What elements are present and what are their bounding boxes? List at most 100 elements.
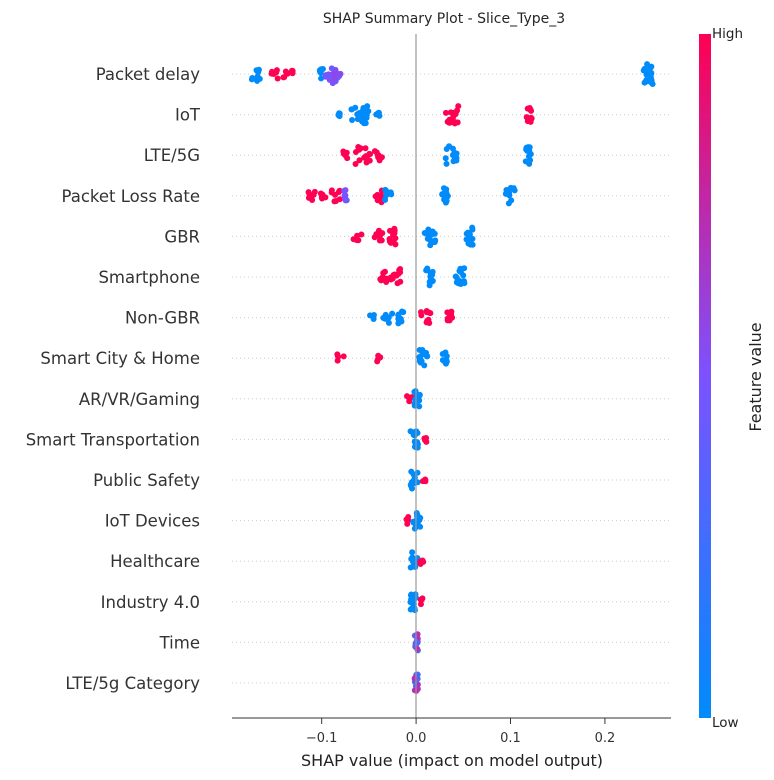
shap-point — [423, 438, 430, 445]
shap-point — [341, 192, 348, 199]
shap-point — [416, 358, 423, 365]
shap-point — [334, 357, 341, 364]
shap-point — [388, 191, 395, 198]
shap-point — [371, 234, 378, 241]
feature-label: Packet delay — [96, 65, 201, 84]
shap-point — [417, 596, 424, 603]
shap-point — [348, 106, 355, 113]
shap-point — [525, 153, 532, 160]
shap-point — [431, 239, 438, 246]
shap-point — [407, 564, 414, 571]
shap-point — [527, 106, 534, 113]
colorbar — [699, 34, 711, 718]
shap-point — [376, 195, 383, 202]
shap-point — [408, 555, 415, 562]
shap-point — [527, 114, 534, 121]
shap-point — [416, 346, 423, 353]
shap-point — [253, 67, 260, 74]
feature-label: GBR — [164, 227, 200, 246]
shap-point — [523, 146, 530, 153]
x-tick-label: 0.1 — [500, 731, 521, 746]
shap-point — [289, 69, 296, 76]
shap-point — [404, 393, 411, 400]
shap-point — [647, 65, 654, 72]
shap-point — [390, 272, 397, 279]
shap-point — [352, 161, 359, 168]
feature-label: Public Safety — [93, 471, 200, 490]
shap-point — [443, 160, 450, 167]
shap-point — [455, 103, 462, 110]
shap-point — [417, 561, 424, 568]
chart-title: SHAP Summary Plot - Slice_Type_3 — [323, 11, 565, 27]
shap-point — [334, 351, 341, 358]
shap-point — [427, 242, 434, 249]
shap-point — [319, 191, 326, 198]
shap-point — [356, 157, 363, 164]
shap-point — [381, 268, 388, 275]
shap-point — [391, 230, 398, 237]
shap-point — [409, 485, 416, 492]
shap-point — [382, 196, 389, 203]
feature-label: Smartphone — [98, 268, 200, 287]
shap-point — [317, 68, 324, 75]
shap-point — [362, 145, 369, 152]
shap-point — [386, 227, 393, 234]
feature-label: LTE/5g Category — [65, 674, 200, 693]
shap-point — [400, 309, 407, 316]
feature-label: Packet Loss Rate — [62, 187, 201, 206]
shap-point — [508, 185, 515, 192]
x-tick-label: 0.0 — [406, 731, 427, 746]
shap-point — [331, 198, 338, 205]
shap-point — [342, 152, 349, 159]
shap-point — [377, 354, 384, 361]
shap-point — [465, 240, 472, 247]
shap-point — [389, 310, 396, 317]
x-ticks: −0.1 0.0 0.1 0.2 — [306, 718, 615, 746]
colorbar-low-label: Low — [712, 715, 739, 731]
shap-point — [256, 75, 263, 82]
shap-point — [332, 68, 339, 75]
shap-point — [453, 150, 460, 157]
shap-point — [451, 118, 458, 125]
shap-point — [270, 71, 277, 78]
shap-point — [411, 438, 418, 445]
feature-label: LTE/5G — [144, 146, 200, 165]
feature-label: IoT — [175, 106, 201, 125]
shap-point — [337, 70, 344, 77]
shap-point — [503, 186, 510, 193]
shap-point — [414, 646, 421, 653]
shap-point — [342, 187, 349, 194]
shap-point — [407, 592, 414, 599]
shap-point — [427, 237, 434, 244]
shap-point — [349, 117, 356, 124]
shap-point — [335, 111, 342, 118]
shap-point — [426, 319, 433, 326]
shap-point — [363, 114, 370, 121]
shap-point — [371, 148, 378, 155]
feature-label: IoT Devices — [105, 512, 200, 531]
shap-point — [426, 282, 433, 289]
feature-rows: Packet delay IoT LTE/5G Packet Loss Rate GBR… — [26, 61, 671, 694]
shap-point — [447, 109, 454, 116]
shap-point — [456, 277, 463, 284]
feature-label: Healthcare — [110, 552, 200, 571]
shap-point — [328, 189, 335, 196]
shap-point — [411, 675, 418, 682]
shap-point — [443, 145, 450, 152]
shap-point — [416, 391, 423, 398]
shap-point — [376, 237, 383, 244]
shap-point — [440, 185, 447, 192]
shap-point — [403, 516, 410, 523]
shap-point — [456, 267, 463, 274]
feature-label: Time — [159, 633, 200, 652]
shap-point — [358, 231, 365, 238]
shap-point — [376, 154, 383, 161]
shap-point — [385, 319, 392, 326]
shap-point — [524, 158, 531, 165]
x-tick-label: 0.2 — [595, 731, 616, 746]
shap-point — [429, 268, 436, 275]
shap-point — [383, 279, 390, 285]
shap-point — [417, 309, 424, 316]
shap-point — [648, 69, 655, 76]
